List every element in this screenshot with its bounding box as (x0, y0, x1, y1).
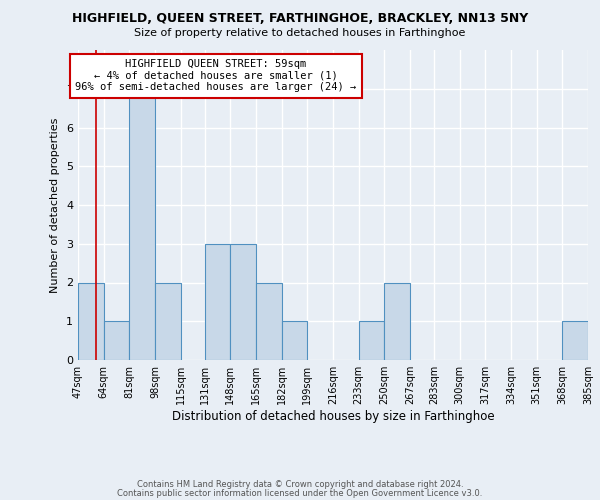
Bar (562, 322, 588, 360)
Text: Size of property relative to detached houses in Farthinghoe: Size of property relative to detached ho… (134, 28, 466, 38)
Bar (78, 282, 104, 360)
Bar (230, 244, 256, 360)
Bar (256, 282, 281, 360)
Text: Contains HM Land Registry data © Crown copyright and database right 2024.: Contains HM Land Registry data © Crown c… (137, 480, 463, 489)
Y-axis label: Number of detached properties: Number of detached properties (50, 118, 61, 292)
Bar (385, 282, 410, 360)
Text: HIGHFIELD, QUEEN STREET, FARTHINGHOE, BRACKLEY, NN13 5NY: HIGHFIELD, QUEEN STREET, FARTHINGHOE, BR… (72, 12, 528, 26)
Bar (104, 322, 130, 360)
X-axis label: Distribution of detached houses by size in Farthinghoe: Distribution of detached houses by size … (172, 410, 494, 423)
Bar (205, 244, 230, 360)
Bar (130, 89, 155, 360)
Bar (281, 322, 307, 360)
Text: HIGHFIELD QUEEN STREET: 59sqm
← 4% of detached houses are smaller (1)
96% of sem: HIGHFIELD QUEEN STREET: 59sqm ← 4% of de… (75, 60, 356, 92)
Text: Contains public sector information licensed under the Open Government Licence v3: Contains public sector information licen… (118, 488, 482, 498)
Bar (359, 322, 385, 360)
Bar (155, 282, 181, 360)
